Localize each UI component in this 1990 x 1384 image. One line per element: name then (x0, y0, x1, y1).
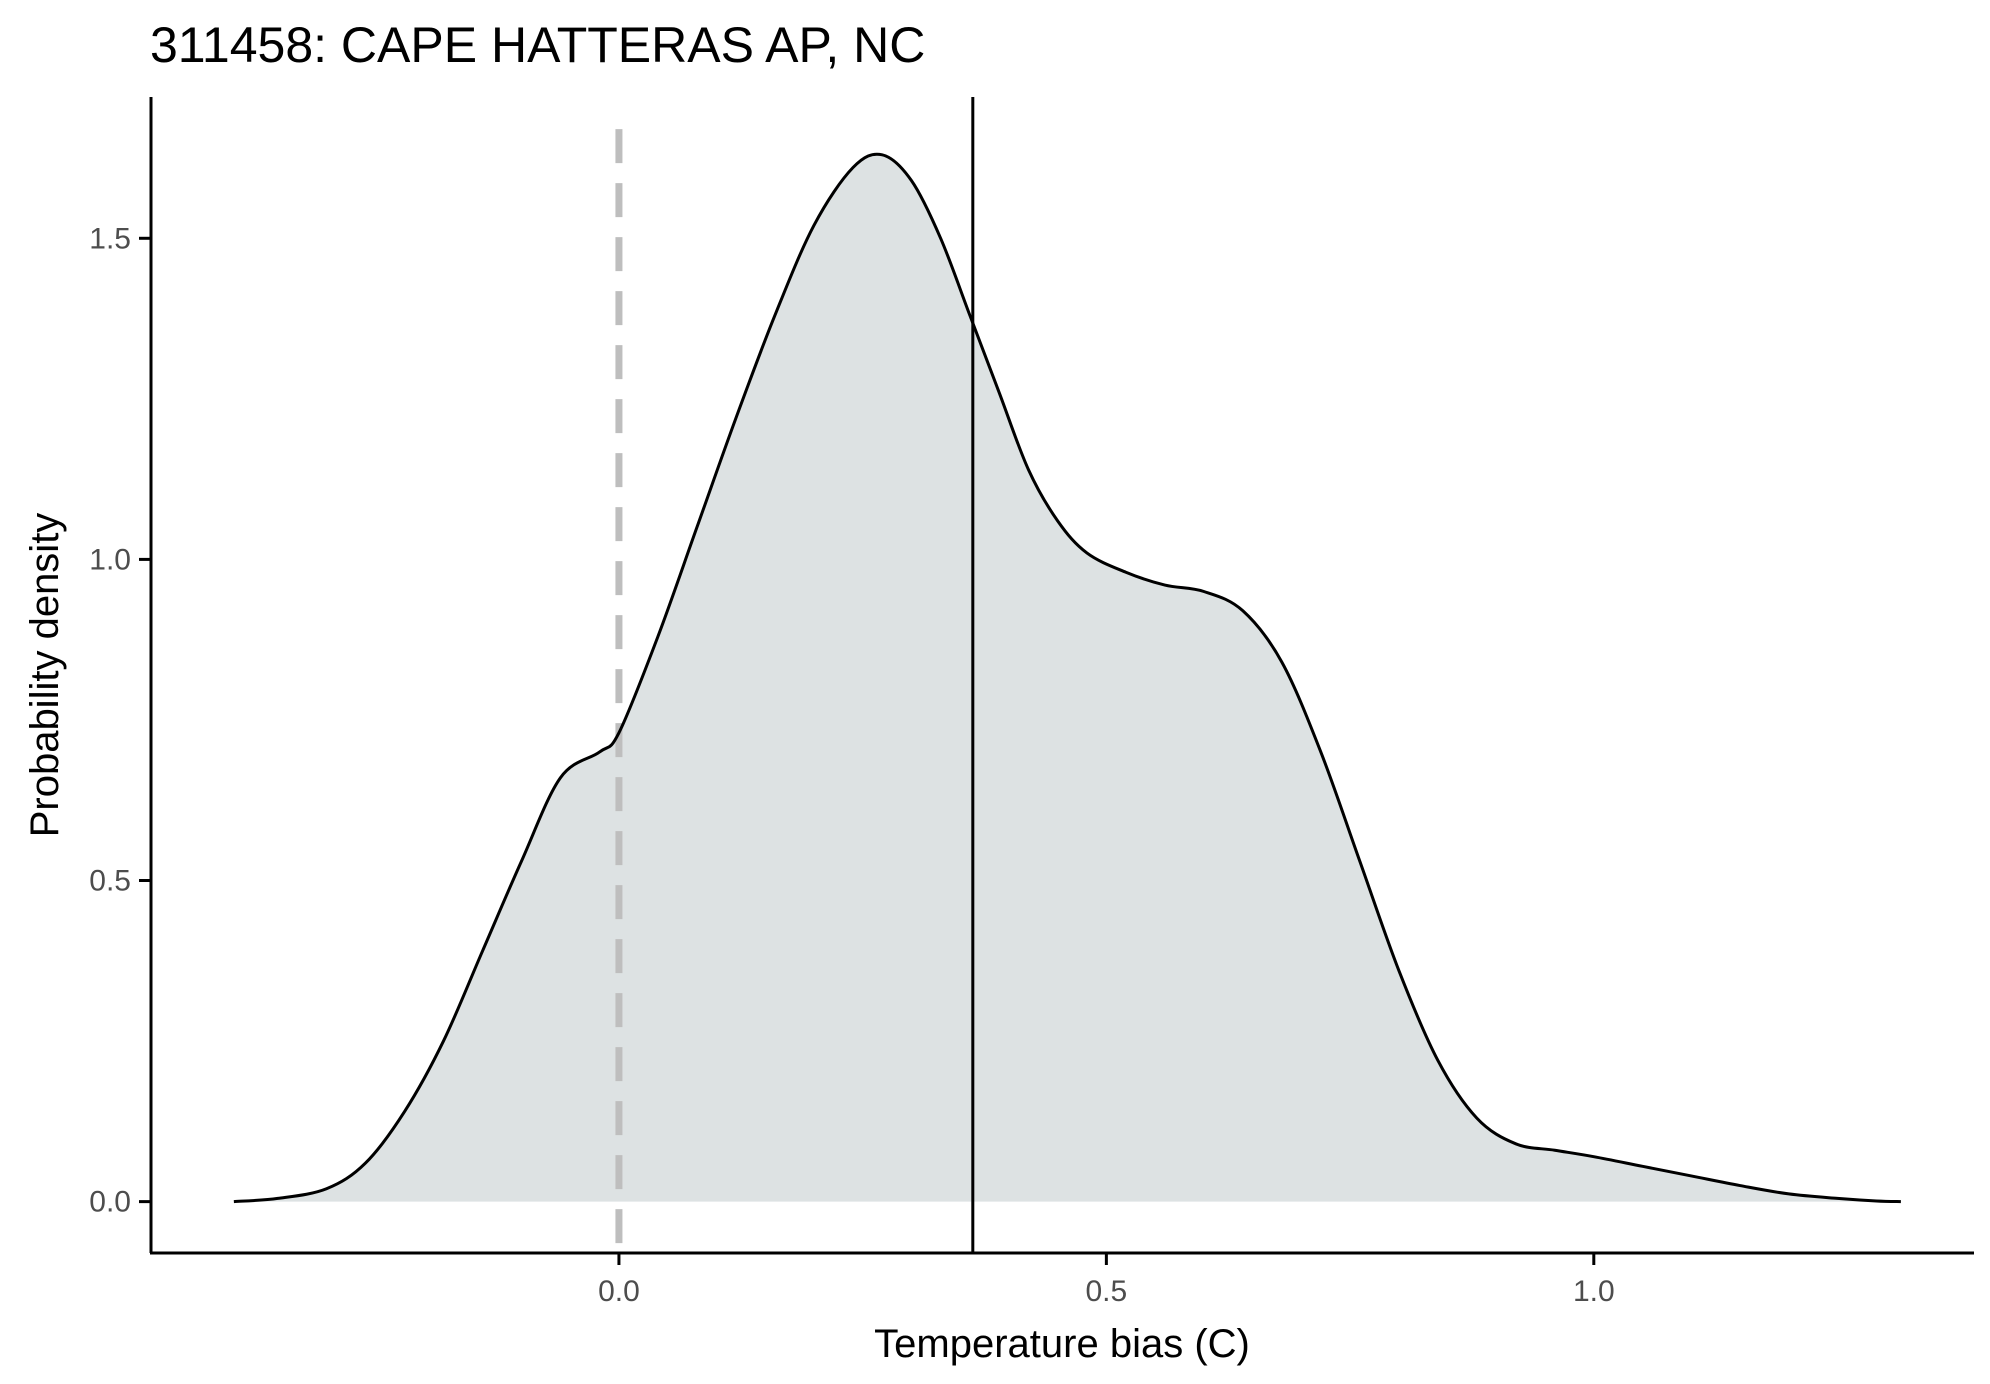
chart-title: 311458: CAPE HATTERAS AP, NC (150, 17, 925, 73)
y-tick-label: 0.0 (89, 1186, 131, 1219)
y-tick-label: 1.5 (89, 222, 131, 255)
x-tick-label: 0.0 (598, 1275, 640, 1308)
y-tick-label: 1.0 (89, 543, 131, 576)
x-axis-ticks: 0.0 0.5 1.0 (598, 1253, 1615, 1308)
x-tick-label: 1.0 (1573, 1275, 1615, 1308)
x-axis-title: Temperature bias (C) (874, 1322, 1250, 1366)
y-tick-label: 0.5 (89, 865, 131, 898)
plot-area (233, 97, 1901, 1253)
y-axis-ticks: 0.0 0.5 1.0 1.5 (89, 222, 151, 1219)
density-fill (233, 154, 1901, 1202)
x-tick-label: 0.5 (1086, 1275, 1128, 1308)
density-curve (233, 152, 1901, 1204)
y-axis-title: Probability density (23, 513, 67, 838)
